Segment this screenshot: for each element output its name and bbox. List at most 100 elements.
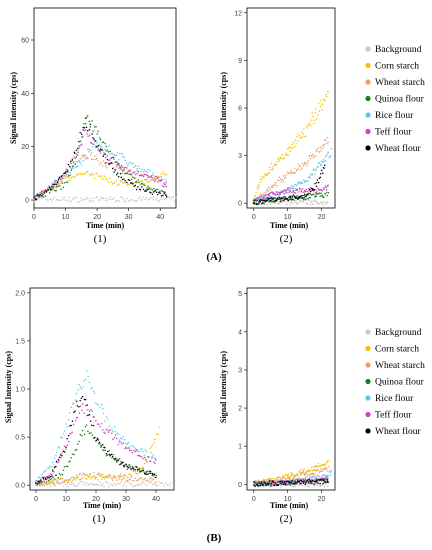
data-point [309, 157, 312, 160]
series-rice-flour [35, 370, 157, 483]
data-point [98, 175, 101, 177]
y-axis-label: Signal Intensity (cps) [4, 351, 13, 423]
data-point [141, 174, 143, 177]
data-point [98, 484, 100, 486]
data-point [309, 188, 311, 191]
data-point [299, 468, 302, 471]
data-point [305, 125, 308, 128]
data-point [105, 416, 108, 418]
data-point [327, 474, 329, 477]
data-point [72, 482, 74, 485]
data-point [297, 197, 300, 200]
data-point [39, 191, 41, 194]
data-point [279, 192, 281, 195]
data-point [276, 477, 278, 479]
data-point [314, 478, 316, 480]
data-point [134, 471, 137, 473]
data-point [307, 471, 309, 473]
data-point [58, 472, 61, 475]
data-point [144, 198, 147, 201]
data-point [87, 375, 89, 377]
data-point [296, 474, 299, 477]
data-point [65, 423, 67, 425]
data-point [303, 485, 305, 488]
data-point [142, 478, 144, 481]
data-point [138, 184, 141, 186]
data-point [118, 477, 121, 480]
data-point [82, 483, 85, 486]
data-point [74, 485, 76, 487]
data-point [90, 424, 93, 426]
data-point [90, 152, 93, 154]
data-point [145, 170, 147, 173]
data-point [120, 180, 122, 183]
data-point [49, 465, 51, 467]
data-point [290, 147, 292, 150]
data-point [315, 195, 317, 198]
data-point [150, 178, 152, 181]
data-point [63, 445, 66, 448]
data-point [175, 196, 177, 199]
data-point [68, 482, 70, 484]
data-point [271, 200, 273, 202]
data-point [157, 484, 159, 487]
data-point [269, 168, 271, 171]
data-point [95, 419, 97, 422]
x-axis-label: Time (min) [83, 501, 122, 510]
data-point [63, 182, 66, 184]
data-point [77, 475, 79, 478]
data-point [61, 477, 63, 479]
data-point [324, 139, 327, 142]
data-point [119, 437, 122, 439]
data-point [46, 483, 49, 486]
data-point [126, 480, 129, 482]
data-point [254, 485, 256, 488]
data-point [133, 485, 135, 487]
data-point [323, 474, 325, 477]
legend-marker [365, 395, 371, 401]
data-point [58, 460, 60, 462]
data-point [325, 160, 327, 162]
data-point [125, 446, 127, 448]
data-point [94, 140, 97, 142]
data-point [266, 189, 269, 191]
data-point [88, 483, 91, 485]
data-point [323, 143, 326, 145]
data-point [90, 388, 92, 390]
data-point [77, 389, 79, 391]
data-point [133, 177, 136, 179]
data-point [269, 200, 272, 202]
data-point [144, 184, 146, 186]
data-point [109, 150, 111, 152]
data-point [80, 133, 83, 135]
data-point [75, 448, 78, 451]
data-point [312, 169, 315, 171]
data-point [316, 118, 318, 120]
data-point [149, 472, 152, 474]
data-point [150, 175, 152, 178]
data-point [74, 166, 77, 168]
data-point [118, 439, 121, 441]
data-point [164, 178, 166, 181]
data-point [136, 484, 138, 486]
data-point [101, 407, 104, 410]
data-point [306, 203, 309, 205]
data-point [270, 186, 273, 188]
data-point [299, 165, 301, 167]
data-point [51, 483, 53, 485]
data-point [39, 485, 41, 488]
data-point [137, 483, 140, 486]
data-point [120, 168, 122, 170]
data-point [298, 183, 300, 185]
data-point [129, 478, 131, 480]
data-point [99, 443, 101, 445]
data-point [105, 455, 108, 457]
legend-label: Wheat flour [375, 426, 421, 437]
data-point [320, 99, 322, 101]
data-point [133, 471, 135, 473]
data-point [257, 483, 260, 485]
data-point [320, 476, 323, 478]
data-point [65, 446, 67, 449]
data-point [90, 409, 92, 411]
data-point [289, 201, 292, 204]
